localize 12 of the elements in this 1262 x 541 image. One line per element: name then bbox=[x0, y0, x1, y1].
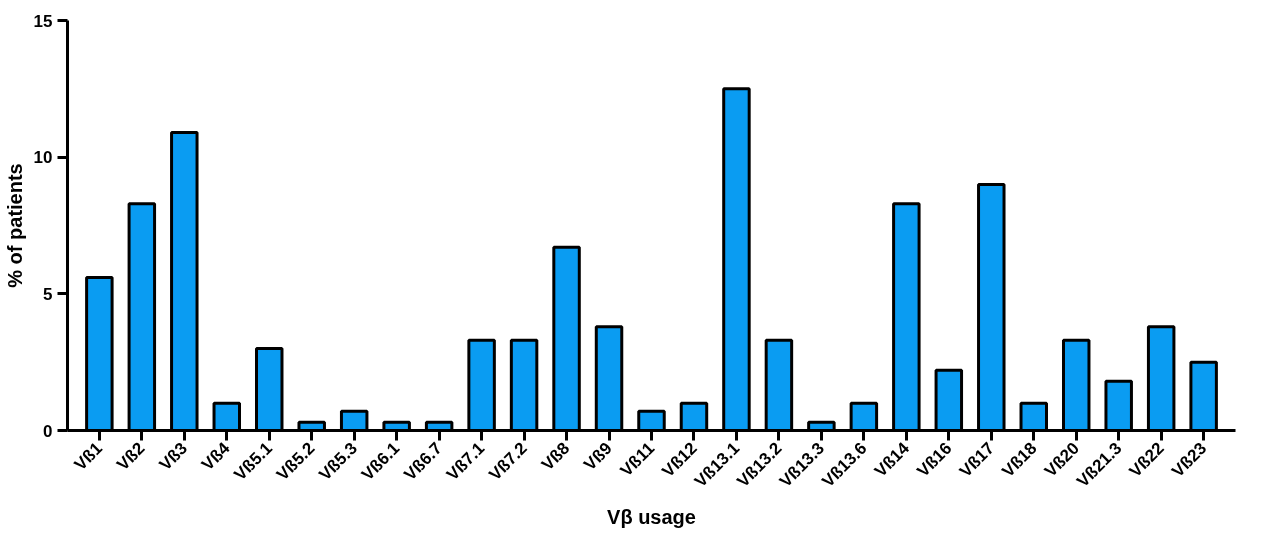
x-axis-title: Vβ usage bbox=[607, 505, 696, 528]
y-tick-label: 10 bbox=[33, 148, 53, 168]
x-tick-label: Vß9 bbox=[580, 438, 616, 475]
x-tick-label: Vß3 bbox=[155, 438, 192, 475]
x-tick-label: Vß1 bbox=[70, 438, 107, 475]
y-tick-label: 0 bbox=[43, 421, 53, 441]
y-axis-title: % of patients bbox=[3, 163, 26, 288]
x-tick-label: Vß8 bbox=[537, 438, 574, 475]
x-tick-label: Vß4 bbox=[198, 438, 234, 475]
y-tick-label: 15 bbox=[33, 11, 53, 31]
y-tick-label: 5 bbox=[43, 284, 53, 304]
x-tick-label: Vß2 bbox=[113, 438, 149, 475]
